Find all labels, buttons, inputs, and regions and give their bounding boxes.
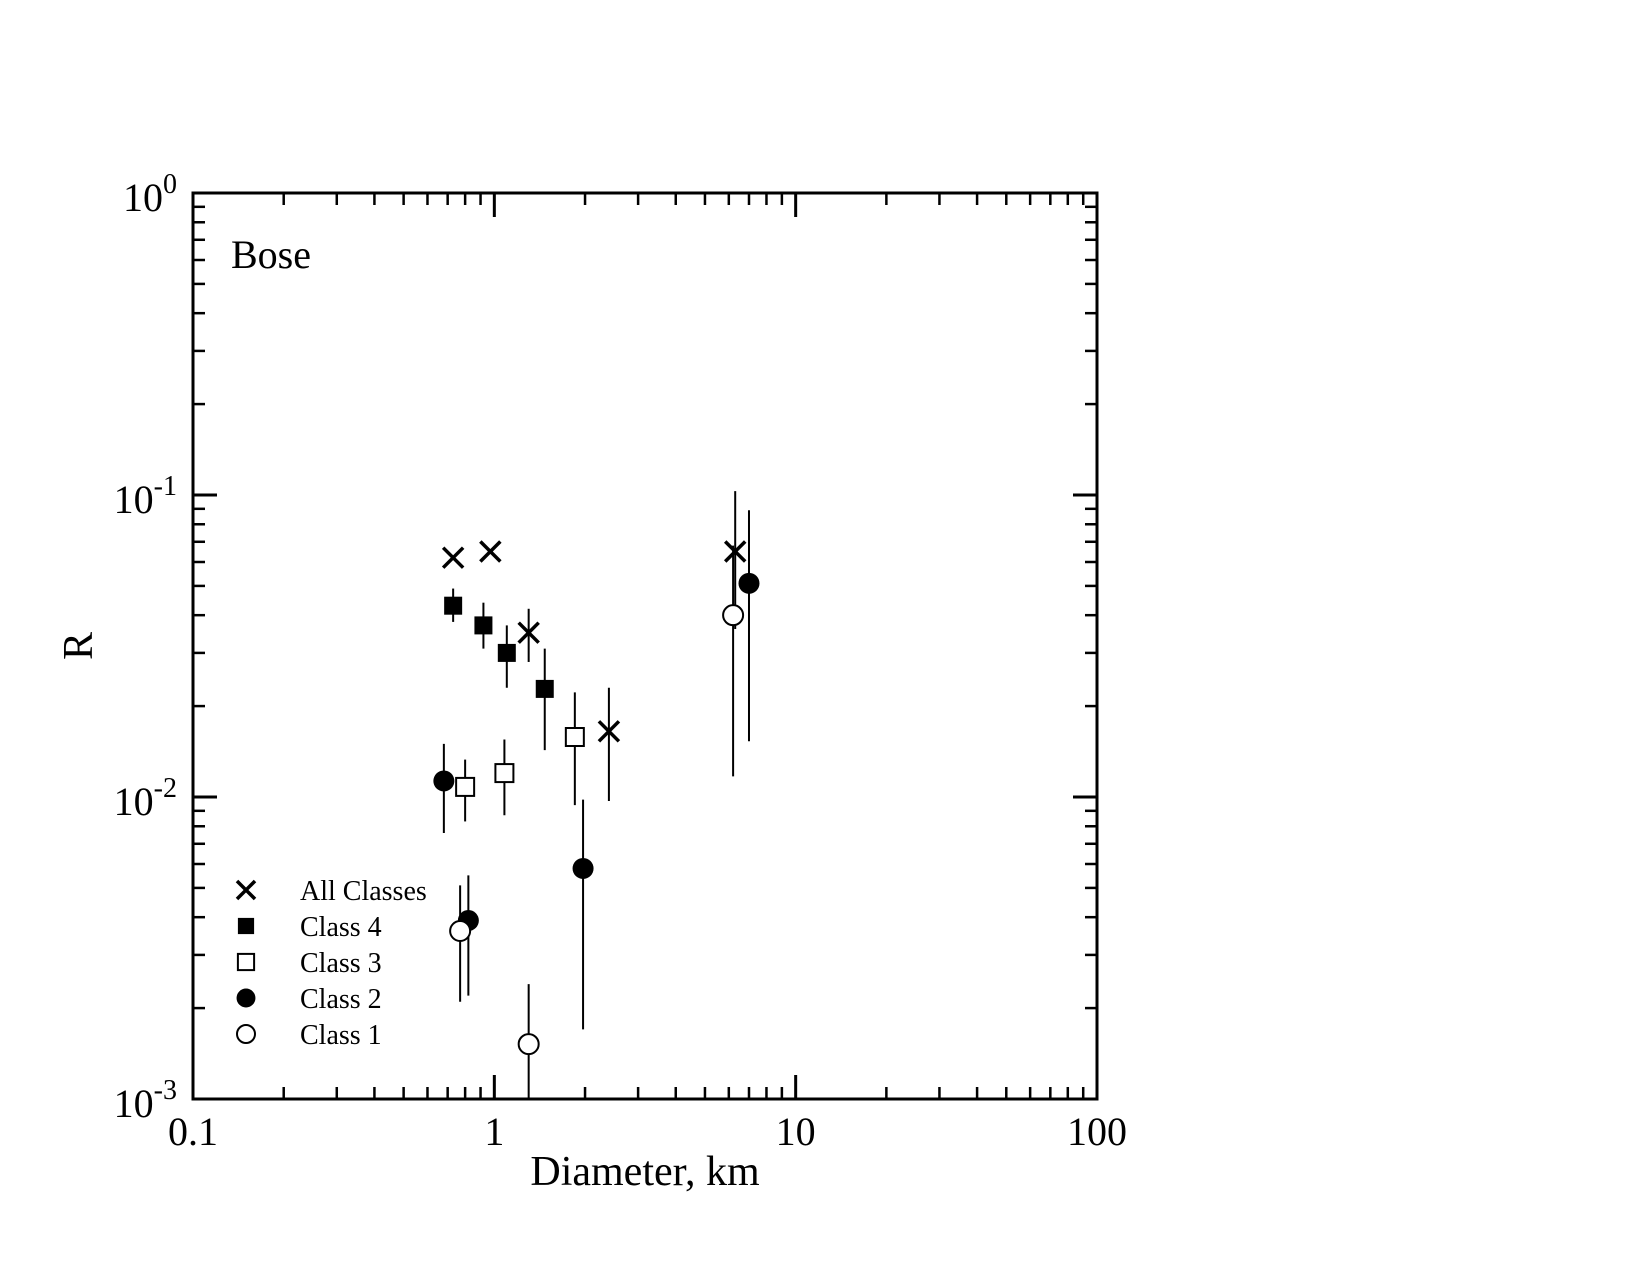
legend-marker-all-classes [235,879,257,901]
legend-marker-class-1 [236,1024,256,1044]
all-classes-point [479,540,502,563]
class-1-point [722,604,745,627]
data-marks [433,491,760,1099]
class-2-point [433,770,455,792]
class-1-point [517,1033,540,1056]
class-3-point [564,727,585,748]
legend-marker-class-3 [236,952,256,972]
x-tick-label: 10 [776,1109,816,1154]
x-tick-label: 0.1 [168,1109,218,1154]
class-1-point [449,919,472,942]
y-tick-label: 100 [123,169,177,220]
panel-label: Bose [231,232,311,277]
class-4-point [497,643,516,662]
class-2-point [572,857,594,879]
x-axis-title: Diameter, km [530,1149,760,1195]
legend-label-class-3: Class 3 [300,948,382,979]
y-axis-title: R [56,632,102,660]
all-classes-point-stroke [597,720,621,743]
class-2-point [738,572,760,594]
legend-marker-class-4 [237,917,255,935]
class-3-point [494,763,515,784]
y-tick-label: 10-2 [114,773,177,824]
y-tick-label: 10-1 [114,471,177,522]
class-4-point [444,596,463,615]
axis-ticks [191,193,1097,1101]
legend: All Classes Class 4 Class 3 Class 2 Class 1 [235,876,427,1051]
all-classes-point [597,720,621,743]
all-classes-point [517,621,540,644]
legend-marker-all-classes-stroke [235,879,257,901]
class-4-point [535,679,554,698]
plot-frame [191,191,1099,1101]
all-classes-point [723,540,747,563]
legend-marker-class-2 [236,988,256,1008]
x-tick-labels: 0.1 1 10 100 [168,1109,1127,1154]
all-classes-point [441,546,465,569]
all-classes-point-stroke [723,540,747,563]
y-tick-label: 10-3 [114,1075,177,1126]
all-classes-point-stroke [479,540,502,563]
x-tick-label: 100 [1067,1109,1127,1154]
legend-label-class-2: Class 2 [300,984,382,1015]
legend-label-class-1: Class 1 [300,1020,382,1051]
class-4-point [474,616,493,635]
legend-label-class-4: Class 4 [300,912,382,943]
legend-label-all-classes: All Classes [300,876,427,907]
y-tick-labels: 100 10-1 10-2 10-3 [114,169,177,1126]
x-tick-label: 1 [484,1109,504,1154]
class-3-point [455,776,476,797]
all-classes-point-stroke [441,546,465,569]
all-classes-point-stroke [517,621,540,644]
